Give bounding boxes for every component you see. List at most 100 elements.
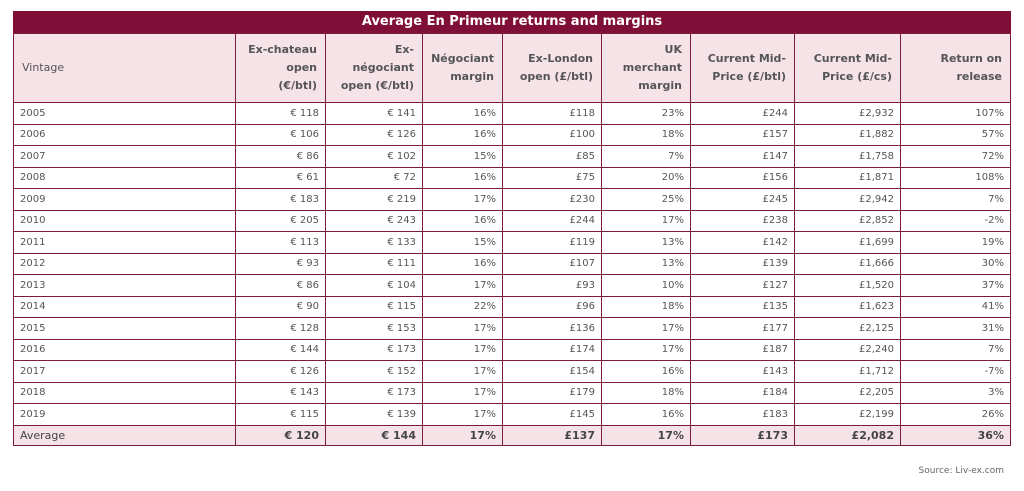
- table-cell: £143: [690, 360, 795, 383]
- table-cell: £187: [690, 338, 795, 361]
- table-row: 2019 € 115 € 139 17% £145 16% £183 £2,199 26%: [13, 403, 1011, 426]
- table-cell: 17%: [601, 317, 691, 340]
- table-cell: 13%: [601, 252, 691, 275]
- table-cell: 17%: [422, 381, 503, 404]
- column-header: Ex-négociant open (€/btl): [325, 33, 423, 103]
- table-cell: £145: [502, 403, 602, 426]
- table-cell: 108%: [900, 166, 1011, 189]
- table-cell: € 153: [325, 317, 423, 340]
- table-cell: £1,699: [794, 231, 901, 254]
- table-cell: £142: [690, 231, 795, 254]
- table-row: 2015 € 128 € 153 17% £136 17% £177 £2,125 31%: [13, 317, 1011, 340]
- table-title: Average En Primeur returns and margins: [13, 11, 1011, 33]
- table-row: 2008 € 61 € 72 16% £75 20% £156 £1,871 108%: [13, 166, 1011, 189]
- table-cell: 37%: [900, 274, 1011, 297]
- table-row: 2009 € 183 € 219 17% £230 25% £245 £2,942 7%: [13, 188, 1011, 211]
- table-row: 2005 € 118 € 141 16% £118 23% £244 £2,932 107%: [13, 102, 1011, 125]
- average-cell: 36%: [900, 424, 1011, 446]
- table-cell: € 243: [325, 209, 423, 232]
- table-cell: £100: [502, 123, 602, 146]
- table-row: 2018 € 143 € 173 17% £179 18% £184 £2,205 3%: [13, 381, 1011, 404]
- table-cell: € 219: [325, 188, 423, 211]
- table-cell: £156: [690, 166, 795, 189]
- table-cell: £1,666: [794, 252, 901, 275]
- table-row: 2011 € 113 € 133 15% £119 13% £142 £1,699 19%: [13, 231, 1011, 254]
- table-cell: £1,758: [794, 145, 901, 168]
- table-cell: £154: [502, 360, 602, 383]
- table-cell: 2017: [13, 360, 236, 383]
- table-cell: € 139: [325, 403, 423, 426]
- table-cell: 15%: [422, 231, 503, 254]
- table-cell: € 113: [235, 231, 326, 254]
- table-cell: 72%: [900, 145, 1011, 168]
- table-cell: 7%: [900, 338, 1011, 361]
- table-cell: € 72: [325, 166, 423, 189]
- table-row: 2010 € 205 € 243 16% £244 17% £238 £2,852 -2%: [13, 209, 1011, 232]
- table-cell: 15%: [422, 145, 503, 168]
- table-cell: £174: [502, 338, 602, 361]
- table-cell: 10%: [601, 274, 691, 297]
- table-cell: € 104: [325, 274, 423, 297]
- table-cell: 2015: [13, 317, 236, 340]
- table-cell: € 93: [235, 252, 326, 275]
- table-cell: £1,882: [794, 123, 901, 146]
- table-container: Average En Primeur returns and margins V…: [13, 11, 1011, 446]
- table-cell: 17%: [422, 403, 503, 426]
- table-cell: 16%: [422, 123, 503, 146]
- table-cell: 17%: [422, 274, 503, 297]
- column-header: Ex-London open (£/btl): [502, 33, 602, 103]
- table-cell: 3%: [900, 381, 1011, 404]
- table-cell: 17%: [422, 188, 503, 211]
- column-header: Négociant margin: [422, 33, 503, 103]
- table-cell: 17%: [422, 338, 503, 361]
- table-cell: € 111: [325, 252, 423, 275]
- table-cell: € 144: [235, 338, 326, 361]
- table-cell: £1,520: [794, 274, 901, 297]
- column-header: Return on release: [900, 33, 1011, 103]
- table-cell: £1,871: [794, 166, 901, 189]
- table-cell: 2007: [13, 145, 236, 168]
- table-cell: £245: [690, 188, 795, 211]
- table-cell: £238: [690, 209, 795, 232]
- table-cell: £177: [690, 317, 795, 340]
- table-cell: 17%: [422, 317, 503, 340]
- table-cell: £127: [690, 274, 795, 297]
- table-cell: € 118: [235, 102, 326, 125]
- table-cell: € 173: [325, 381, 423, 404]
- table-cell: £2,852: [794, 209, 901, 232]
- table-cell: £2,125: [794, 317, 901, 340]
- table-cell: 7%: [601, 145, 691, 168]
- table-cell: € 61: [235, 166, 326, 189]
- average-cell: £137: [502, 424, 602, 446]
- table-cell: £136: [502, 317, 602, 340]
- table-cell: € 86: [235, 145, 326, 168]
- average-cell: € 144: [325, 424, 423, 446]
- table-cell: 18%: [601, 295, 691, 318]
- table-cell: 107%: [900, 102, 1011, 125]
- table-cell: € 126: [325, 123, 423, 146]
- table-cell: 2019: [13, 403, 236, 426]
- column-header: UK merchant margin: [601, 33, 691, 103]
- table-row: 2006 € 106 € 126 16% £100 18% £157 £1,882 57%: [13, 123, 1011, 146]
- table-cell: 16%: [601, 403, 691, 426]
- table-cell: 16%: [601, 360, 691, 383]
- table-cell: 2014: [13, 295, 236, 318]
- average-cell: Average: [13, 424, 236, 446]
- table-row: 2017 € 126 € 152 17% £154 16% £143 £1,712 -7%: [13, 360, 1011, 383]
- table-cell: £157: [690, 123, 795, 146]
- table-cell: 2018: [13, 381, 236, 404]
- table-cell: £244: [690, 102, 795, 125]
- table-cell: 2010: [13, 209, 236, 232]
- table-row: 2012 € 93 € 111 16% £107 13% £139 £1,666 30%: [13, 252, 1011, 275]
- average-cell: £173: [690, 424, 795, 446]
- table-cell: £2,205: [794, 381, 901, 404]
- table-cell: € 115: [325, 295, 423, 318]
- average-cell: 17%: [601, 424, 691, 446]
- table-cell: £230: [502, 188, 602, 211]
- table-cell: 17%: [601, 338, 691, 361]
- table-cell: £93: [502, 274, 602, 297]
- table-cell: 41%: [900, 295, 1011, 318]
- table-cell: £184: [690, 381, 795, 404]
- table-cell: 2008: [13, 166, 236, 189]
- table-cell: 17%: [601, 209, 691, 232]
